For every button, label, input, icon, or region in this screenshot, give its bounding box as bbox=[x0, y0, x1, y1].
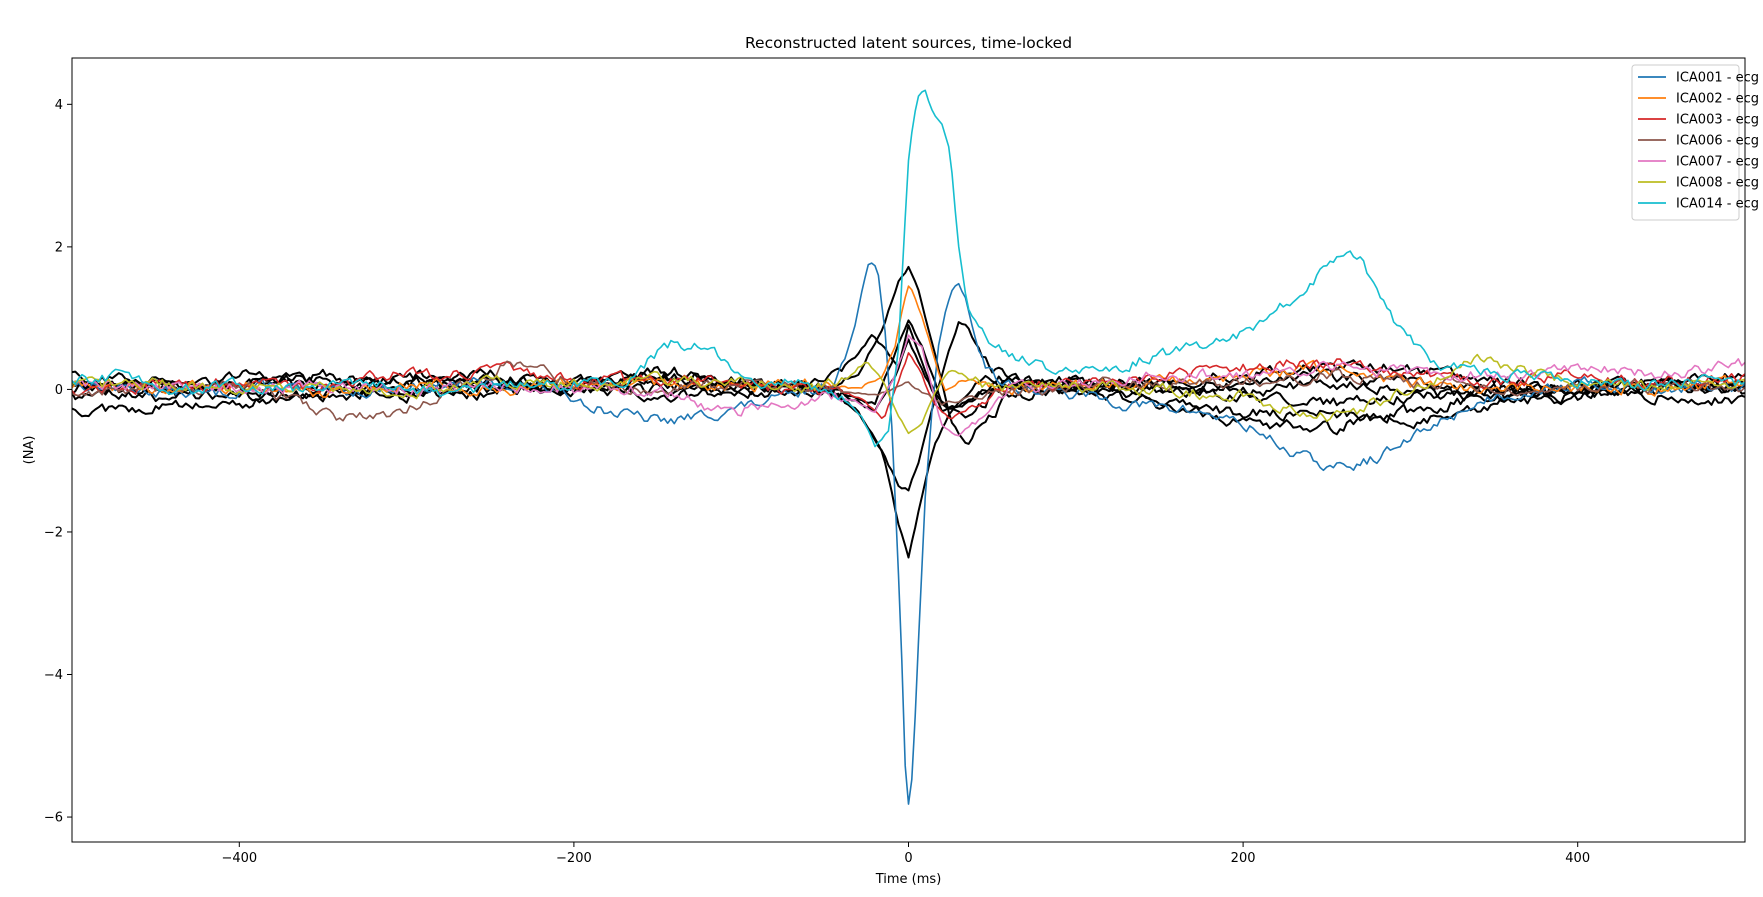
y-tick-label: 4 bbox=[55, 98, 63, 113]
series-line-ica006 bbox=[72, 360, 1745, 422]
x-tick-label: 400 bbox=[1565, 851, 1590, 866]
y-axis: −6 −4 −2 0 2 4 bbox=[44, 98, 72, 826]
legend-entry-label: ICA008 - ecg bbox=[1676, 176, 1759, 191]
y-tick-label: −4 bbox=[44, 668, 63, 683]
series-line-ica007 bbox=[72, 334, 1745, 437]
legend-entry-label: ICA001 - ecg bbox=[1676, 71, 1759, 86]
legend-entry-label: ICA014 - ecg bbox=[1676, 197, 1759, 212]
y-tick-label: −2 bbox=[44, 525, 63, 540]
x-axis-label: Time (ms) bbox=[875, 872, 942, 887]
legend-entry-label: ICA003 - ecg bbox=[1676, 113, 1759, 128]
x-tick-label: 0 bbox=[904, 851, 912, 866]
legend-entry-label: ICA006 - ecg bbox=[1676, 134, 1759, 149]
chart-title: Reconstructed latent sources, time-locke… bbox=[745, 34, 1072, 52]
y-tick-label: −6 bbox=[44, 811, 63, 826]
series-line-ica001 bbox=[72, 262, 1745, 805]
series-line-ica014 bbox=[72, 89, 1745, 448]
y-tick-label: 0 bbox=[55, 383, 63, 398]
x-tick-label: 200 bbox=[1231, 851, 1256, 866]
series-line-ica008 bbox=[72, 353, 1745, 435]
legend-entry-label: ICA007 - ecg bbox=[1676, 155, 1759, 170]
x-tick-label: −200 bbox=[556, 851, 592, 866]
y-tick-label: 2 bbox=[55, 240, 63, 255]
legend: ICA001 - ecg ICA002 - ecg ICA003 - ecg ICA0… bbox=[1631, 64, 1759, 221]
legend-entry-label: ICA002 - ecg bbox=[1676, 92, 1759, 107]
x-tick-label: −400 bbox=[221, 851, 257, 866]
series-layer bbox=[72, 89, 1745, 805]
series-line-black-7 bbox=[72, 371, 1745, 559]
x-axis: −400 −200 0 200 400 bbox=[221, 842, 1590, 866]
y-axis-label: (NA) bbox=[22, 436, 37, 465]
